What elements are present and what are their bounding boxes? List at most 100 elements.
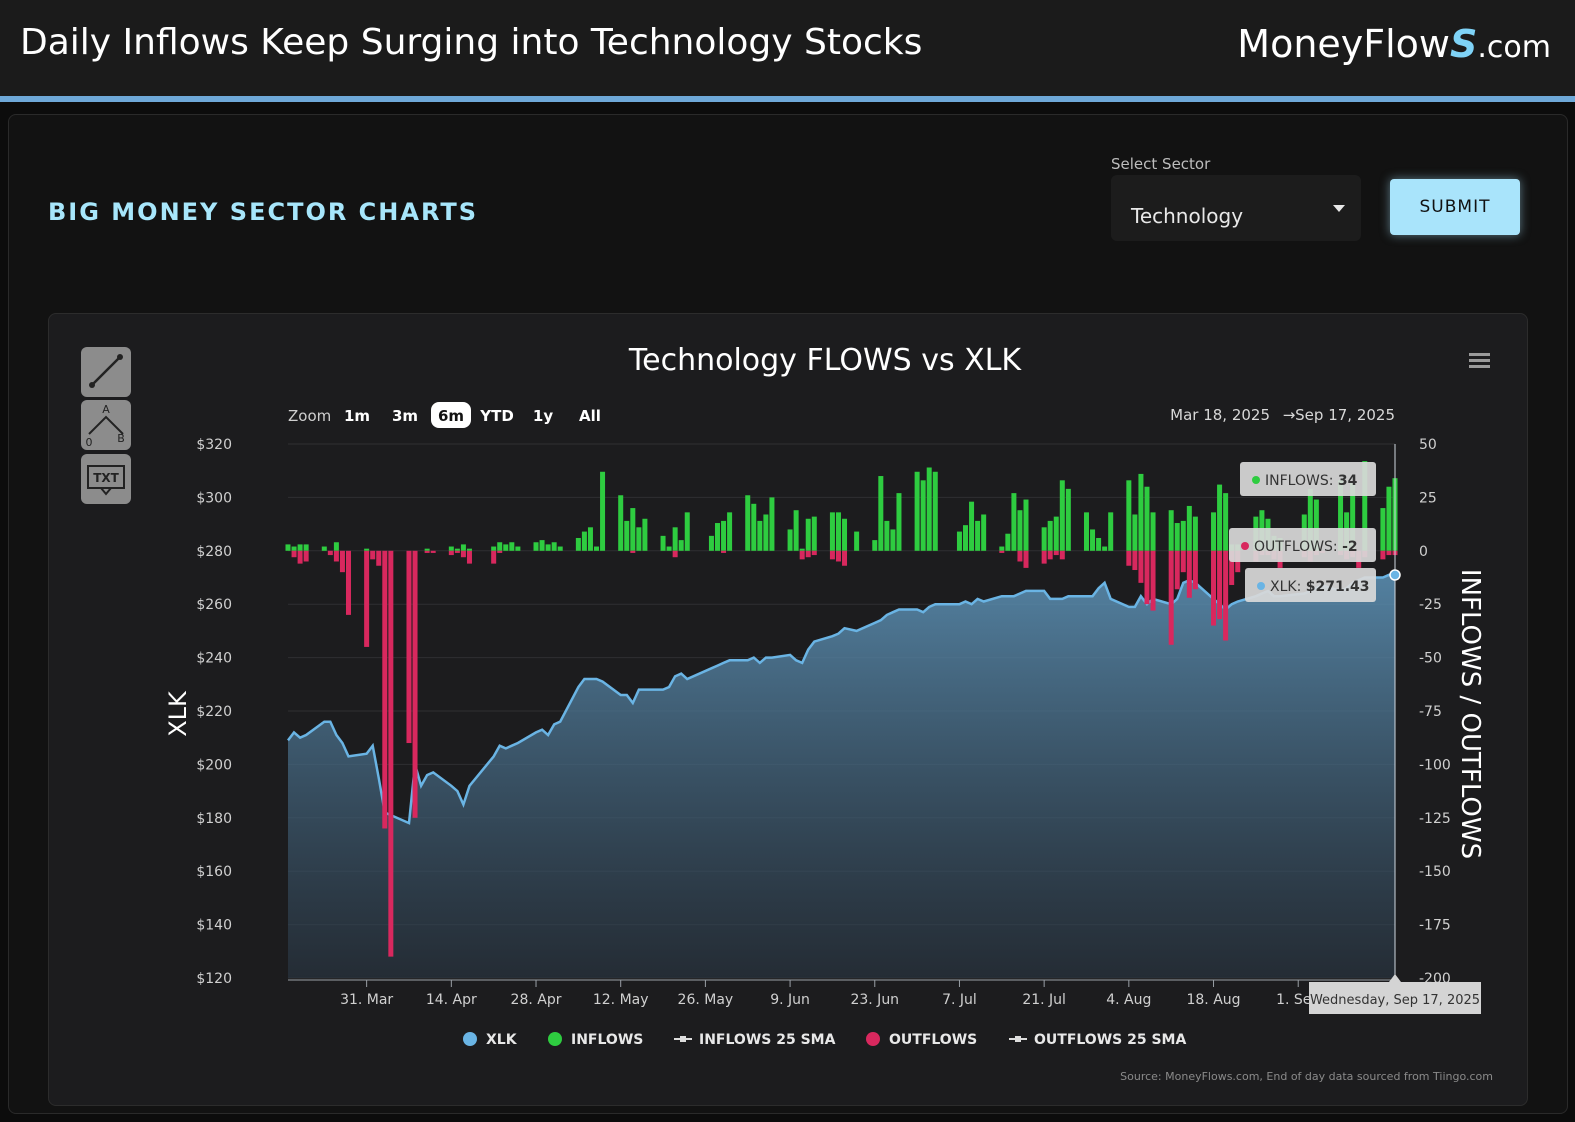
y-right-tick-label: -175 [1419, 918, 1451, 934]
x-tick-label: 23. Jun [850, 992, 899, 1008]
outflow-bar [1168, 550, 1174, 645]
svg-text:INFLOWS: 34: INFLOWS: 34 [1265, 473, 1358, 489]
legend-item-inflows[interactable]: INFLOWS [548, 1032, 643, 1048]
inflow-bar [333, 542, 339, 551]
tooltip-xlk-value: $271.43 [1306, 579, 1370, 595]
inflow-bar [515, 546, 521, 551]
sector-select[interactable]: Technology [1111, 175, 1361, 241]
inflow-bar [618, 495, 624, 551]
y-right-tick-label: -25 [1419, 597, 1442, 613]
inflow-bar [1192, 516, 1198, 551]
inflow-bar [1380, 508, 1386, 551]
inflow-bar [1126, 480, 1132, 551]
measure-a-label: A [102, 403, 110, 416]
inflow-bar [1186, 505, 1192, 551]
outflow-bar [497, 550, 503, 553]
outflow-bar [291, 550, 297, 558]
range-to[interactable]: Sep 17, 2025 [1295, 406, 1395, 424]
outflow-bar [829, 550, 835, 560]
outflow-bar [406, 550, 412, 744]
inflow-bar [1386, 486, 1392, 551]
zoom-button-ytd[interactable]: YTD [479, 407, 514, 425]
inflow-bar [594, 546, 600, 551]
zoom-button-1y[interactable]: 1y [533, 407, 553, 425]
legend-item-xlk[interactable]: XLK [463, 1032, 518, 1048]
inflow-bar [975, 520, 981, 551]
y-left-tick-label: $240 [196, 651, 232, 667]
svg-text:3m: 3m [392, 407, 418, 425]
measure-tool[interactable]: A B 0 [81, 400, 131, 450]
inflow-bar [364, 548, 370, 551]
inflow-bar [956, 531, 962, 551]
x-tick-label: 28. Apr [511, 992, 562, 1008]
inflow-bar [799, 548, 805, 551]
inflow-bar [896, 493, 902, 551]
outflow-bar [448, 550, 454, 556]
inflow-bar [636, 527, 642, 551]
inflow-bar [969, 501, 975, 551]
outflow-bar [303, 550, 309, 562]
inflow-bar [1307, 488, 1313, 551]
outflow-bar [382, 550, 388, 829]
inflow-bar [454, 548, 460, 551]
inflow-bar [757, 520, 763, 551]
y-left-tick-label: $280 [196, 544, 232, 560]
zoom-button-3m[interactable]: 3m [392, 407, 418, 425]
x-tick-label: 12. May [593, 992, 649, 1008]
outflow-bar [376, 550, 382, 566]
brand-logo: MoneyFlowS.com [1237, 22, 1551, 66]
legend-item-inflows-25-sma[interactable]: INFLOWS 25 SMA [674, 1032, 836, 1048]
inflow-bar [714, 523, 720, 551]
outflow-bar [1023, 550, 1029, 568]
inflow-bar [460, 544, 466, 551]
inflow-bar [829, 512, 835, 551]
outflow-bar [1047, 550, 1053, 560]
inflow-bar [890, 529, 896, 551]
zoom-button-all[interactable]: All [579, 407, 601, 425]
accent-divider [0, 96, 1575, 102]
inflow-bar [303, 544, 309, 551]
inflow-bar [509, 542, 515, 551]
y-left-tick-label: $300 [196, 490, 232, 506]
zoom-button-1m[interactable]: 1m [344, 407, 370, 425]
inflow-bar [666, 546, 672, 551]
outflow-bar [1192, 550, 1198, 590]
y-right-tick-label: -100 [1419, 757, 1451, 773]
range-from[interactable]: Mar 18, 2025 [1170, 406, 1270, 424]
inflow-bar [872, 540, 878, 551]
inflow-bar [1174, 523, 1180, 551]
outflow-bar [1041, 550, 1047, 564]
line-draw-tool[interactable] [81, 347, 131, 397]
outflow-bar [1126, 550, 1132, 566]
inflow-bar [963, 525, 969, 551]
y-left-tick-label: $140 [196, 918, 232, 934]
inflow-bar [854, 531, 860, 551]
text-annotation-tool[interactable]: TXT [81, 454, 131, 504]
legend-item-outflows[interactable]: OUTFLOWS [866, 1032, 977, 1048]
brand-main-text: MoneyFlow [1237, 22, 1451, 66]
outflow-bar [370, 550, 376, 560]
inflow-bar [551, 542, 557, 551]
inflow-bar [787, 529, 793, 551]
panel-title: BIG MONEY SECTOR CHARTS [48, 198, 479, 226]
zoom-button-6m[interactable]: 6m [431, 402, 471, 428]
outflow-bar [805, 550, 811, 558]
outflow-bar [721, 550, 727, 553]
y-right-tick-label: -125 [1419, 811, 1451, 827]
outflow-bar [1186, 550, 1192, 598]
left-axis-title: XLK [164, 690, 192, 737]
outflow-bar [1180, 550, 1186, 573]
submit-button[interactable]: SUBMIT [1390, 179, 1520, 235]
inflow-bar [1065, 488, 1071, 551]
outflow-bar [1380, 550, 1386, 560]
inflow-bar [557, 546, 563, 551]
inflow-bar [805, 518, 811, 551]
inflow-bar [811, 516, 817, 551]
inflow-bar [1223, 493, 1229, 551]
outflow-bar [424, 550, 430, 553]
svg-text:INFLOWS 25 SMA: INFLOWS 25 SMA [699, 1032, 836, 1048]
legend-item-outflows-25-sma[interactable]: OUTFLOWS 25 SMA [1009, 1032, 1186, 1048]
brand-tld: .com [1477, 30, 1551, 65]
chart-menu-icon[interactable] [1469, 353, 1490, 368]
